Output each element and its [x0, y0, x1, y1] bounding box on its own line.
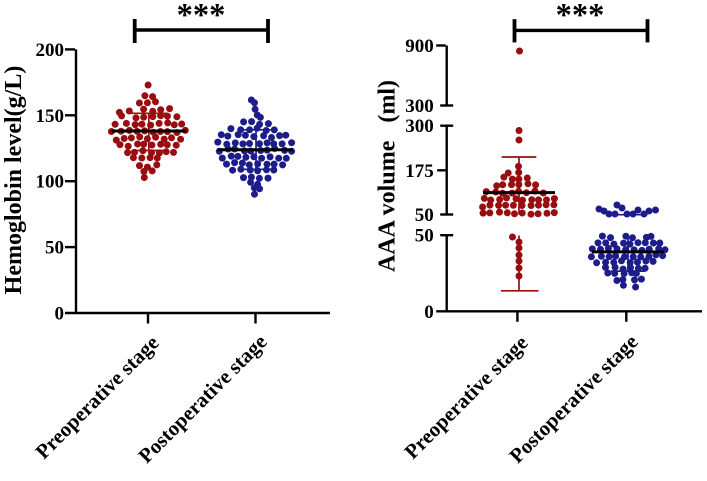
svg-text:***: ***: [556, 0, 605, 34]
svg-text:300: 300: [405, 96, 434, 117]
svg-text:300: 300: [405, 116, 434, 137]
svg-text:100: 100: [36, 172, 65, 193]
svg-text:200: 200: [36, 40, 65, 61]
svg-text:900: 900: [405, 36, 434, 57]
svg-text:50: 50: [45, 238, 64, 259]
svg-text:0: 0: [424, 302, 434, 323]
svg-text:***: ***: [177, 0, 226, 34]
svg-text:0: 0: [55, 304, 65, 325]
svg-text:50: 50: [415, 226, 434, 247]
svg-text:Hemoglobin level(g/L): Hemoglobin level(g/L): [1, 66, 27, 295]
svg-text:AAA volume (ml): AAA volume (ml): [375, 80, 401, 272]
svg-text:175: 175: [405, 161, 434, 182]
svg-text:50: 50: [415, 205, 434, 226]
svg-text:150: 150: [36, 106, 65, 127]
